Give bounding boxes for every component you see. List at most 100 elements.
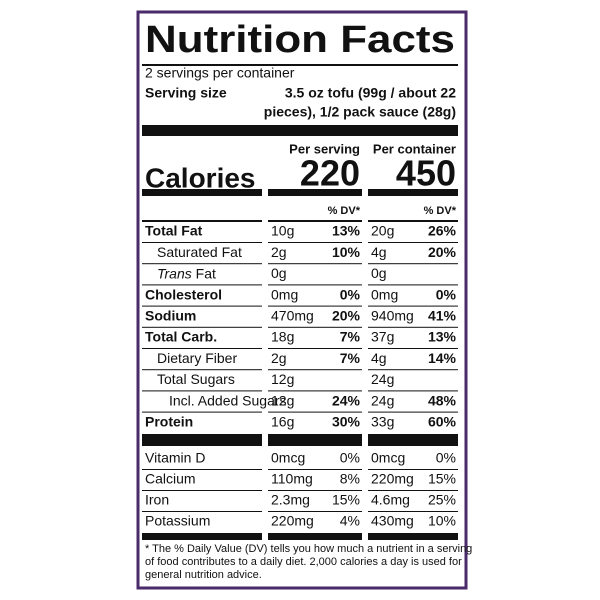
- row-label: Cholesterol: [145, 286, 222, 302]
- rule: [368, 305, 458, 307]
- rule: [268, 490, 362, 491]
- serving-dv: 8%: [340, 471, 360, 487]
- serving-amount: 10g: [271, 223, 294, 239]
- footnote: of food contributes to a daily diet. 2,0…: [145, 556, 462, 568]
- thick-rule: [142, 125, 458, 136]
- container-dv: 13%: [428, 329, 457, 345]
- rule: [268, 220, 362, 222]
- title: Nutrition Facts: [145, 19, 455, 61]
- rule: [268, 348, 362, 349]
- container-amount: 0g: [371, 265, 387, 281]
- rule: [368, 242, 458, 243]
- rule: [368, 220, 458, 222]
- container-dv: 41%: [428, 308, 457, 324]
- rows: Total Fat 10g 13% 20g 26% Saturated Fat 2g 10% 4…: [142, 189, 472, 581]
- rule: [268, 511, 362, 512]
- container-amount: 0mcg: [371, 450, 405, 466]
- rule: [368, 348, 458, 349]
- rule: [368, 326, 458, 328]
- rule: [368, 189, 458, 196]
- footnote: general nutrition advice.: [145, 569, 262, 581]
- rule: [268, 242, 362, 243]
- rule: [268, 369, 362, 371]
- container-amount: 0mg: [371, 286, 398, 302]
- column-header: Per container: [373, 141, 456, 156]
- rule: [142, 469, 262, 470]
- serving-dv: 30%: [332, 414, 361, 430]
- rule: [368, 490, 458, 491]
- container-amount: 4g: [371, 244, 387, 260]
- rule: [268, 434, 362, 446]
- rule: [268, 263, 362, 265]
- rule: [142, 263, 262, 265]
- rule: [142, 305, 262, 307]
- calories-value: 220: [300, 153, 360, 194]
- rule: [142, 64, 458, 66]
- label-border: [136, 10, 468, 590]
- serving-amount: 220mg: [271, 513, 314, 529]
- container-dv: 0%: [436, 450, 456, 466]
- row-label: Total Fat: [145, 223, 203, 239]
- serving-amount: 0g: [271, 265, 287, 281]
- serving-dv: 7%: [340, 350, 361, 366]
- container-amount: 20g: [371, 223, 394, 239]
- rule: [268, 411, 362, 413]
- rule: [142, 434, 262, 446]
- rule: [368, 390, 458, 392]
- serving-amount: 0mcg: [271, 450, 305, 466]
- serving-dv: 13%: [332, 223, 361, 239]
- rule: [368, 411, 458, 413]
- rule: [368, 434, 458, 446]
- row-label: Protein: [145, 414, 193, 430]
- container-dv: 15%: [428, 471, 456, 487]
- rule: [142, 242, 262, 243]
- container-amount: 24g: [371, 371, 394, 387]
- rule: [142, 284, 262, 286]
- container-dv: 10%: [428, 513, 456, 529]
- serving-amount: 0mg: [271, 286, 298, 302]
- rule: [268, 284, 362, 286]
- container-dv: 0%: [436, 286, 457, 302]
- label-italic: Trans: [157, 265, 192, 281]
- row-label: Saturated Fat: [157, 244, 242, 260]
- rule: [268, 326, 362, 328]
- serving-amount: 12g: [271, 392, 294, 408]
- column-header: Per serving: [289, 141, 360, 156]
- container-dv: 26%: [428, 223, 457, 239]
- serving-dv: 24%: [332, 392, 361, 408]
- calories-value: 450: [396, 153, 456, 194]
- footnote: * The % Daily Value (DV) tells you how m…: [145, 543, 472, 555]
- serving-amount: 2.3mg: [271, 492, 310, 508]
- container-dv: 48%: [428, 392, 457, 408]
- row-label: Total Sugars: [157, 371, 235, 387]
- serving-dv: 15%: [332, 492, 360, 508]
- rule: [142, 369, 262, 371]
- container-dv: 20%: [428, 244, 457, 260]
- row-label: Potassium: [145, 513, 210, 529]
- rule: [268, 469, 362, 470]
- serving-amount: 18g: [271, 329, 294, 345]
- rule: [142, 189, 262, 196]
- calories-label: Calories: [145, 162, 256, 193]
- serving-dv: 0%: [340, 286, 361, 302]
- container-amount: 4g: [371, 350, 387, 366]
- container-amount: 33g: [371, 414, 394, 430]
- rule: [142, 411, 262, 413]
- rule: [142, 220, 262, 222]
- serving-amount: 2g: [271, 244, 287, 260]
- container-dv: 60%: [428, 414, 457, 430]
- rule: [268, 533, 362, 540]
- row-label: Sodium: [145, 308, 196, 324]
- servings: 2 servings per container: [145, 65, 295, 81]
- container-dv: 14%: [428, 350, 457, 366]
- row-label: Calcium: [145, 471, 196, 487]
- rule: [142, 348, 262, 349]
- rule: [268, 390, 362, 392]
- row-label: Incl. Added Sugars: [169, 392, 287, 408]
- container-amount: 220mg: [371, 471, 414, 487]
- serving-size-label: Serving size: [145, 85, 227, 101]
- serving-dv: 20%: [332, 308, 361, 324]
- serving-dv: 7%: [340, 329, 361, 345]
- container-amount: 4.6mg: [371, 492, 410, 508]
